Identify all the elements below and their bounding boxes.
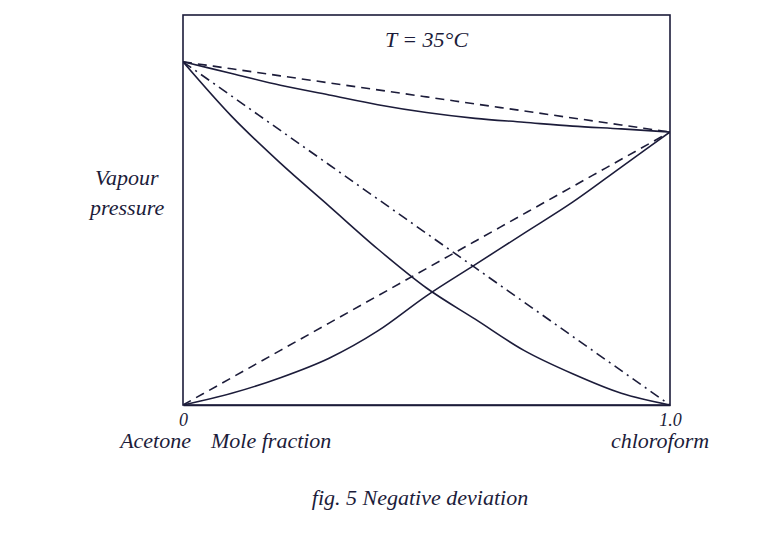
caption: fig. 5 Negative deviation bbox=[312, 485, 528, 510]
end-label: Acetone bbox=[118, 428, 191, 453]
series-line bbox=[183, 62, 670, 405]
series-line bbox=[183, 62, 670, 132]
series-line bbox=[183, 132, 670, 405]
x-tick-label: 1.0 bbox=[659, 410, 682, 430]
chart: 01.0T = 35°CVapourpressureAcetonechlorof… bbox=[0, 0, 768, 544]
x-tick: 1.0 bbox=[659, 405, 682, 430]
y-axis-title: Vapourpressure bbox=[88, 165, 164, 220]
series-line bbox=[183, 62, 670, 405]
x-axis-title: Mole fraction bbox=[210, 428, 331, 453]
x-tick-label: 0 bbox=[179, 410, 188, 430]
x-axis: 01.0 bbox=[179, 405, 682, 430]
lines bbox=[183, 62, 670, 405]
x-tick: 0 bbox=[179, 405, 188, 430]
end-label: chloroform bbox=[611, 428, 709, 453]
title: T = 35°C bbox=[385, 27, 468, 52]
plot-frame bbox=[183, 15, 670, 405]
x-axis-line bbox=[184, 405, 671, 407]
series-line bbox=[183, 62, 670, 132]
series-line bbox=[183, 132, 670, 405]
